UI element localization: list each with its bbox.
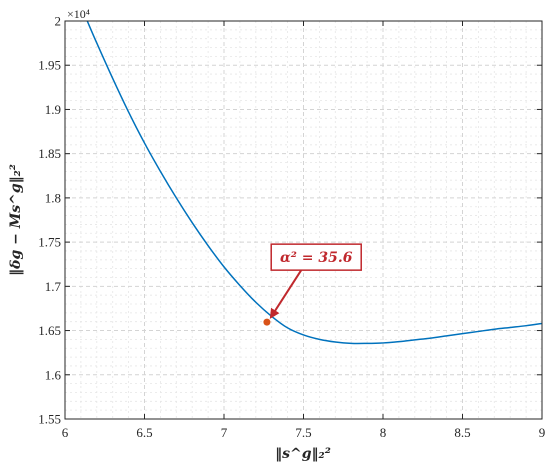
- x-tick-label: 8: [380, 425, 387, 440]
- x-axis-label: ‖s^g‖₂²: [275, 446, 331, 462]
- x-tick-label: 7.5: [295, 425, 311, 440]
- highlight-point: [263, 318, 271, 326]
- y-tick-label: 2: [55, 14, 62, 29]
- x-tick-label: 9: [539, 425, 546, 440]
- y-tick-label: 1.55: [38, 412, 61, 427]
- y-tick-label: 1.85: [38, 146, 61, 161]
- series-line: [86, 21, 542, 345]
- x-tick-label: 6: [62, 425, 69, 440]
- y-tick-label: 1.75: [38, 235, 61, 250]
- x-tick-label: 7: [221, 425, 228, 440]
- y-tick-label: 1.6: [45, 367, 62, 382]
- series-layer: [86, 21, 542, 345]
- y-tick-label: 1.8: [45, 190, 61, 205]
- annotation-text: α² = 35.6: [280, 250, 353, 266]
- minor-grid: [65, 21, 542, 419]
- annotation-box: [270, 243, 362, 271]
- y-tick-label: 1.65: [38, 323, 61, 338]
- y-tick-label: 1.9: [45, 102, 61, 117]
- y-axis-label: ‖δg − Ms^g‖₂²: [8, 164, 24, 276]
- x-tick-label: 8.5: [454, 425, 470, 440]
- x-tick-label: 6.5: [136, 425, 152, 440]
- y-multiplier-label: ×10⁴: [67, 7, 90, 21]
- y-tick-label: 1.7: [45, 279, 62, 294]
- x-tick-labels: 6 6.5 7 7.5 8 8.5 9: [62, 425, 546, 440]
- annotation-arrow: [269, 269, 303, 319]
- annotation: α² = 35.6: [269, 243, 362, 319]
- y-tick-label: 1.95: [38, 58, 61, 73]
- y-tick-labels: 1.55 1.6 1.65 1.7 1.75 1.8 1.85 1.9 1.95 2: [38, 14, 61, 427]
- tick-marks: [64, 20, 543, 420]
